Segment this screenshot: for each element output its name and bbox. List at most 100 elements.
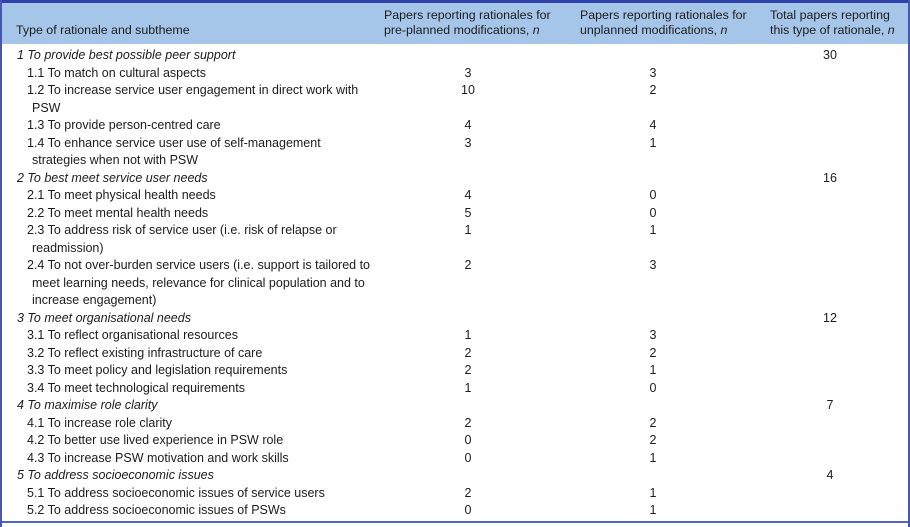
header-row: Type of rationale and subtheme Papers re… [2, 3, 908, 44]
total-count [763, 345, 908, 363]
total-count [763, 187, 908, 205]
subtheme-row: 3.1 To reflect organisational resources 1… [2, 327, 908, 345]
theme-label: 1 To provide best possible peer support [17, 48, 236, 62]
preplanned-count [377, 170, 573, 188]
column-header-preplanned: Papers reporting rationales for pre-plan… [377, 3, 573, 44]
table-header: Type of rationale and subtheme Papers re… [2, 3, 908, 44]
total-count [763, 432, 908, 450]
total-count [763, 415, 908, 433]
subtheme-label: 3.4 To meet technological requirements [27, 380, 245, 395]
total-count [763, 450, 908, 468]
preplanned-count [377, 44, 573, 65]
unplanned-count [573, 467, 763, 485]
subtheme-label: 4.3 To increase PSW motivation and work … [27, 450, 289, 465]
subtheme-row: 5.1 To address socioeconomic issues of s… [2, 485, 908, 503]
preplanned-count: 3 [464, 65, 472, 80]
theme-label: 3 To meet organisational needs [17, 310, 191, 325]
unplanned-count: 1 [649, 450, 657, 465]
subtheme-row: 5.2 To address socioeconomic issues of P… [2, 502, 908, 520]
column-header-total: Total papers reporting this type of rati… [763, 3, 908, 44]
subtheme-label: 4.2 To better use lived experience in PS… [27, 433, 284, 447]
subtheme-row: 1.4 To enhance service user use of self-… [2, 135, 908, 170]
total-count [763, 485, 908, 503]
preplanned-count [377, 310, 573, 328]
column-header-total-label: Total papers reporting this type of rati… [770, 8, 890, 37]
subtheme-row: 2.3 To address risk of service user (i.e… [2, 222, 908, 257]
subtheme-label: 3.1 To reflect organisational resources [27, 328, 238, 342]
preplanned-count: 4 [464, 118, 472, 132]
subtheme-label: 2.2 To meet mental health needs [27, 205, 209, 220]
table-bottom-rule [2, 521, 908, 523]
theme-row: 4 To maximise role clarity 7 [2, 397, 908, 415]
total-count: 12 [823, 310, 837, 325]
unplanned-count: 1 [649, 485, 657, 500]
unplanned-count: 2 [649, 83, 657, 97]
column-header-preplanned-n: n [532, 23, 540, 37]
total-count [763, 117, 908, 135]
subtheme-label: 1.4 To enhance service user use of self-… [27, 135, 321, 168]
preplanned-count: 10 [461, 83, 475, 97]
preplanned-count: 3 [464, 135, 472, 150]
unplanned-count: 4 [649, 118, 657, 132]
preplanned-count: 2 [464, 258, 472, 272]
theme-label: 2 To best meet service user needs [17, 170, 208, 185]
unplanned-count: 1 [649, 503, 657, 517]
preplanned-count: 1 [464, 328, 472, 342]
unplanned-count: 3 [649, 65, 657, 80]
table-body: 1 To provide best possible peer support 3… [2, 44, 908, 520]
subtheme-row: 1.1 To match on cultural aspects 3 3 [2, 65, 908, 83]
total-count [763, 362, 908, 380]
unplanned-count: 3 [649, 258, 657, 272]
total-count [763, 257, 908, 310]
rationale-table: Type of rationale and subtheme Papers re… [2, 3, 908, 520]
total-count [763, 222, 908, 257]
column-header-unplanned-label: Papers reporting rationales for unplanne… [580, 8, 747, 37]
subtheme-label: 2.3 To address risk of service user (i.e… [27, 223, 337, 255]
unplanned-count: 0 [649, 188, 657, 202]
unplanned-count [573, 44, 763, 65]
unplanned-count: 0 [649, 205, 657, 220]
preplanned-count: 1 [464, 223, 472, 237]
theme-row: 1 To provide best possible peer support 3… [2, 44, 908, 65]
unplanned-count: 2 [649, 345, 657, 360]
subtheme-row: 4.3 To increase PSW motivation and work … [2, 450, 908, 468]
total-count [763, 82, 908, 117]
total-count [763, 327, 908, 345]
preplanned-count: 0 [464, 503, 472, 517]
theme-row: 5 To address socioeconomic issues 4 [2, 467, 908, 485]
subtheme-row: 2.2 To meet mental health needs 5 0 [2, 205, 908, 223]
column-header-unplanned: Papers reporting rationales for unplanne… [573, 3, 763, 44]
subtheme-label: 2.4 To not over-burden service users (i.… [27, 258, 370, 307]
theme-label: 4 To maximise role clarity [17, 398, 158, 412]
subtheme-label: 5.2 To address socioeconomic issues of P… [27, 503, 286, 517]
total-count [763, 135, 908, 170]
subtheme-label: 5.1 To address socioeconomic issues of s… [27, 485, 325, 500]
unplanned-count: 2 [649, 433, 657, 447]
subtheme-row: 4.2 To better use lived experience in PS… [2, 432, 908, 450]
column-header-total-n: n [887, 23, 895, 37]
subtheme-label: 3.2 To reflect existing infrastructure o… [27, 345, 263, 360]
subtheme-label: 1.3 To provide person-centred care [27, 118, 221, 132]
subtheme-row: 4.1 To increase role clarity 2 2 [2, 415, 908, 433]
column-header-preplanned-label: Papers reporting rationales for pre-plan… [384, 8, 551, 37]
total-count: 7 [826, 398, 834, 412]
preplanned-count: 4 [464, 188, 472, 202]
table-top-border [2, 0, 908, 3]
column-header-unplanned-n: n [720, 23, 728, 37]
total-count [763, 380, 908, 398]
unplanned-count [573, 397, 763, 415]
unplanned-count: 1 [649, 363, 657, 377]
preplanned-count: 0 [464, 433, 472, 447]
unplanned-count [573, 310, 763, 328]
subtheme-label: 1.1 To match on cultural aspects [27, 65, 207, 80]
subtheme-row: 1.3 To provide person-centred care 4 4 [2, 117, 908, 135]
subtheme-label: 3.3 To meet policy and legislation requi… [27, 363, 288, 377]
preplanned-count [377, 397, 573, 415]
preplanned-count: 0 [464, 450, 472, 465]
total-count: 4 [826, 468, 834, 482]
subtheme-label: 1.2 To increase service user engagement … [27, 83, 359, 115]
subtheme-label: 2.1 To meet physical health needs [27, 188, 216, 202]
preplanned-count: 5 [464, 205, 472, 220]
preplanned-count: 1 [464, 380, 472, 395]
